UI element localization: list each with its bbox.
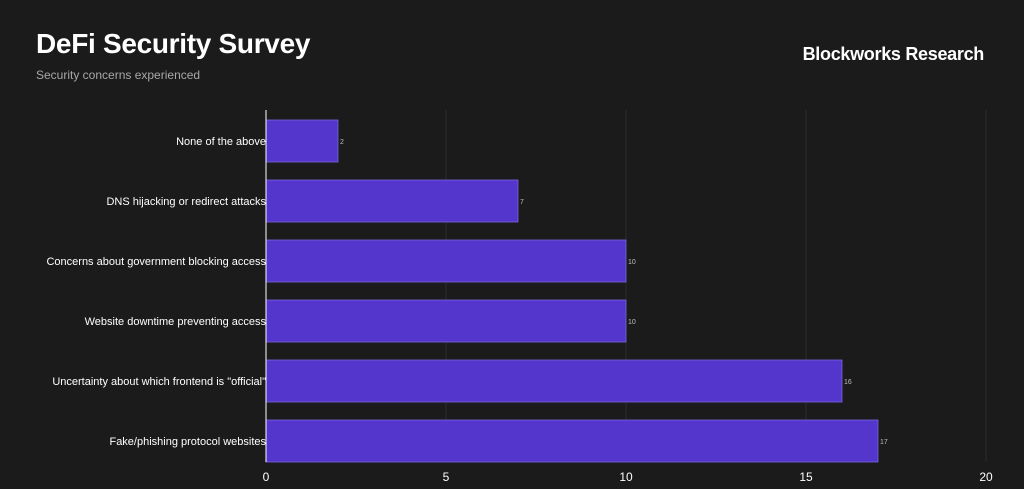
- bar: [265, 239, 627, 283]
- category-label: DNS hijacking or redirect attacks: [106, 196, 266, 208]
- value-label: 17: [880, 439, 888, 446]
- chart-subtitle: Security concerns experienced: [36, 68, 201, 82]
- value-label: 16: [844, 379, 852, 386]
- x-tick-label: 15: [799, 470, 813, 484]
- category-label: Fake/phishing protocol websites: [109, 436, 266, 448]
- x-tick-label: 5: [443, 470, 450, 484]
- category-label: Website downtime preventing access: [85, 316, 267, 328]
- category-label: Concerns about government blocking acces…: [46, 256, 266, 268]
- value-label: 10: [628, 259, 636, 266]
- x-tick-label: 20: [979, 470, 993, 484]
- labels: None of the above 2 DNS hijacking or redir…: [46, 136, 993, 484]
- brand-logo-text: Blockworks Research: [802, 44, 985, 64]
- bars: [265, 119, 879, 463]
- bar: [265, 299, 627, 343]
- value-label: 10: [628, 319, 636, 326]
- category-label: None of the above: [176, 136, 266, 148]
- category-label: Uncertainty about which frontend is "off…: [52, 376, 266, 388]
- bar: [265, 179, 519, 223]
- value-label: 7: [520, 199, 524, 206]
- bar: [265, 119, 339, 163]
- grid-lines: [445, 110, 987, 462]
- value-label: 2: [340, 139, 344, 146]
- bar: [265, 359, 843, 403]
- chart-title: DeFi Security Survey: [36, 28, 311, 59]
- x-tick-label: 10: [619, 470, 633, 484]
- bar: [265, 419, 879, 463]
- x-tick-label: 0: [263, 470, 270, 484]
